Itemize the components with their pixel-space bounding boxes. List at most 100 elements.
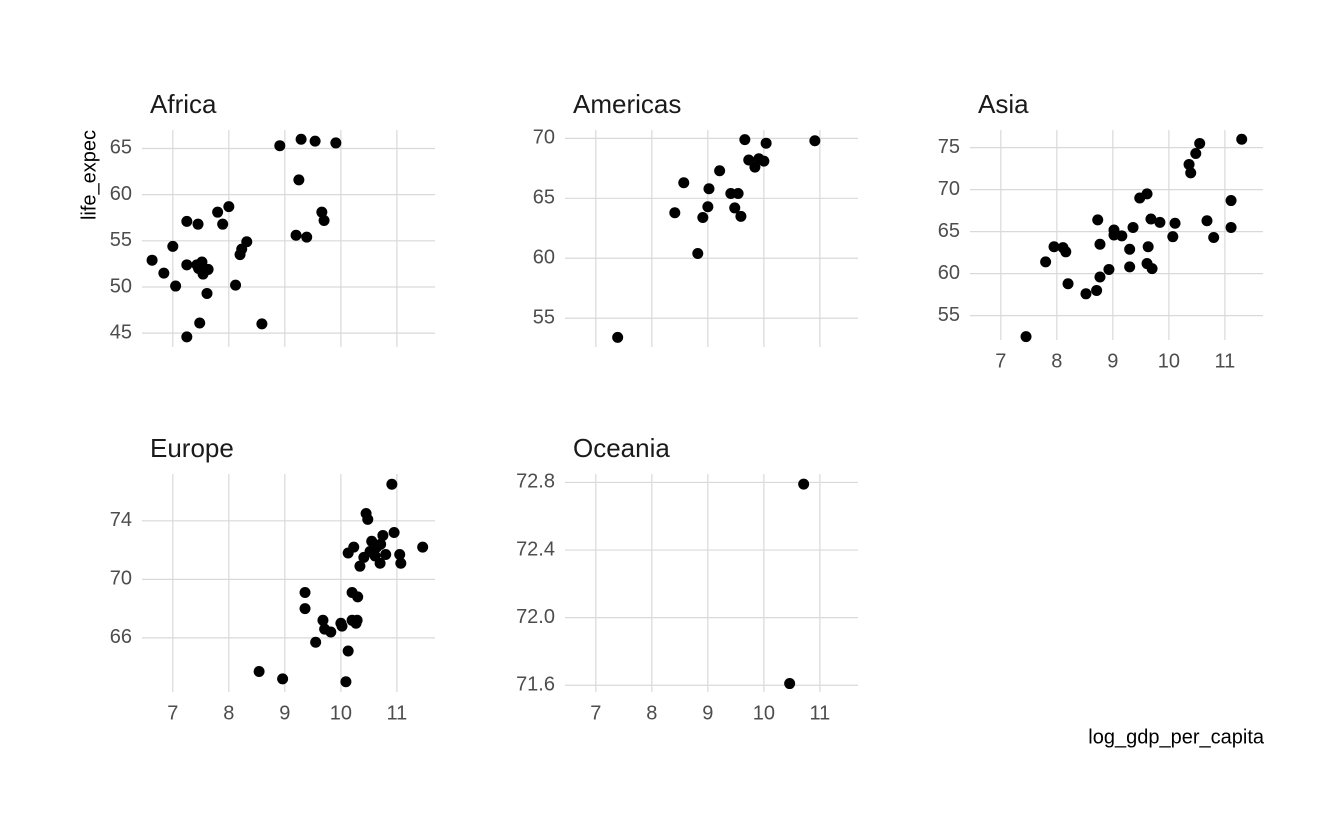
point: [1154, 216, 1166, 228]
point: [1094, 238, 1106, 250]
point: [301, 231, 313, 243]
x-tick-label: 8: [646, 702, 657, 724]
point: [274, 140, 286, 152]
point: [167, 240, 179, 252]
x-tick-label: 10: [1158, 350, 1180, 372]
point: [1236, 133, 1248, 145]
point: [798, 478, 810, 490]
point: [202, 263, 214, 275]
point: [1167, 231, 1179, 243]
point: [732, 188, 744, 200]
x-axis-label: log_gdp_per_capita: [1088, 726, 1265, 748]
point: [1062, 278, 1074, 290]
y-tick-label: 55: [938, 304, 960, 326]
x-tick-label: 10: [330, 702, 352, 724]
y-tick-label: 65: [533, 187, 555, 209]
y-tick-label: 60: [110, 183, 132, 205]
point: [299, 587, 311, 599]
point: [325, 626, 337, 638]
point: [330, 137, 342, 149]
y-tick-label: 70: [938, 178, 960, 200]
point: [1169, 217, 1181, 229]
point: [692, 247, 704, 259]
point: [375, 538, 387, 550]
point: [1091, 284, 1103, 296]
point: [1141, 188, 1153, 200]
point: [217, 218, 229, 230]
point: [697, 212, 709, 224]
point: [1225, 221, 1237, 233]
y-tick-label: 60: [938, 262, 960, 284]
point: [1225, 195, 1237, 207]
point: [729, 202, 741, 214]
point: [743, 154, 755, 166]
x-tick-label: 10: [753, 702, 775, 724]
x-tick-label: 7: [590, 702, 601, 724]
point: [758, 155, 770, 167]
x-tick-label: 7: [995, 350, 1006, 372]
y-tick-label: 71.6: [516, 674, 555, 696]
y-tick-label: 65: [110, 137, 132, 159]
point: [192, 218, 204, 230]
point: [1060, 246, 1072, 258]
point: [377, 529, 389, 541]
point: [170, 280, 182, 292]
point: [318, 214, 330, 226]
point: [612, 331, 624, 343]
y-tick-label: 72.4: [516, 538, 555, 560]
y-tick-label: 50: [110, 275, 132, 297]
x-tick-label: 8: [1051, 350, 1062, 372]
point: [1185, 167, 1197, 179]
point: [1142, 241, 1154, 253]
point: [317, 614, 329, 626]
y-tick-label: 55: [110, 229, 132, 251]
point: [256, 318, 268, 330]
point: [380, 548, 392, 560]
facet-title: Asia: [978, 89, 1029, 119]
facet-title: Oceania: [573, 433, 670, 463]
y-axis-label: life_expec: [78, 130, 100, 220]
y-tick-label: 70: [110, 568, 132, 590]
point: [340, 676, 352, 688]
point: [1183, 158, 1195, 170]
point: [316, 206, 328, 218]
x-tick-label: 11: [810, 702, 831, 724]
point: [342, 645, 354, 657]
point: [1208, 232, 1220, 244]
point: [386, 478, 398, 490]
point: [181, 331, 193, 343]
point: [417, 541, 429, 553]
point: [703, 183, 715, 195]
point: [395, 557, 407, 569]
point: [809, 135, 821, 147]
facet-title: Europe: [150, 433, 234, 463]
y-tick-label: 55: [533, 307, 555, 329]
point: [295, 133, 307, 145]
point: [1116, 230, 1128, 242]
point: [1080, 288, 1092, 300]
point: [714, 165, 726, 177]
point: [352, 591, 364, 603]
point: [374, 557, 386, 569]
y-tick-label: 72.8: [516, 471, 555, 493]
point: [1103, 263, 1115, 275]
y-tick-label: 75: [938, 136, 960, 158]
point: [223, 201, 235, 213]
point: [181, 215, 193, 227]
facet-title: Africa: [150, 89, 217, 119]
point: [1048, 241, 1060, 253]
point: [1190, 148, 1202, 160]
y-tick-label: 66: [110, 626, 132, 648]
point: [702, 201, 714, 213]
point: [1146, 263, 1158, 275]
point: [241, 236, 253, 248]
y-tick-label: 45: [110, 321, 132, 343]
point: [784, 678, 796, 690]
point: [309, 135, 321, 147]
point: [362, 513, 374, 525]
point: [350, 617, 362, 629]
y-tick-label: 70: [533, 127, 555, 149]
point: [146, 254, 158, 266]
point: [290, 229, 302, 241]
